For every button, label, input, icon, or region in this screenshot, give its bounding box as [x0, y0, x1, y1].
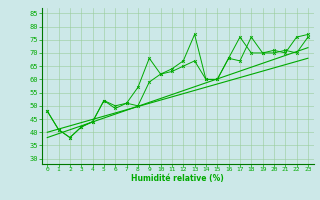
X-axis label: Humidité relative (%): Humidité relative (%) — [131, 174, 224, 183]
